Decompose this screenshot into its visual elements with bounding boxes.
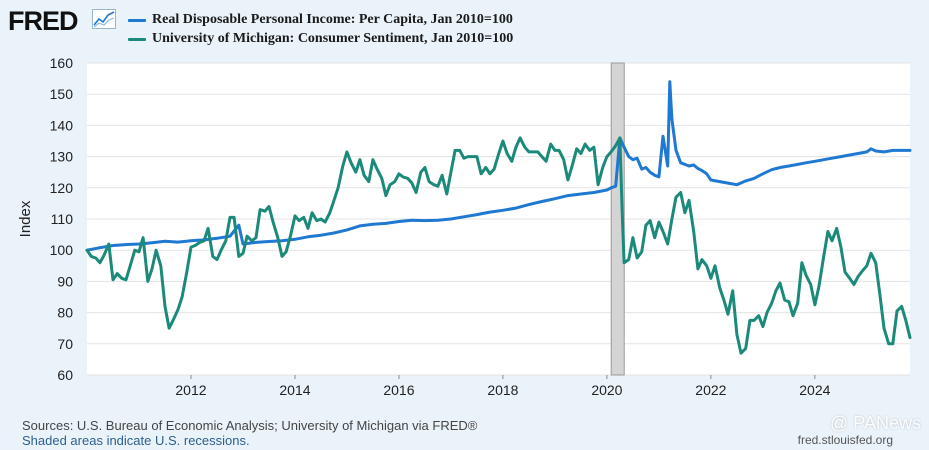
legend-label-income: Real Disposable Personal Income: Per Cap…: [152, 12, 513, 27]
legend-swatch-sentiment: [128, 37, 146, 41]
series-layer: [85, 80, 912, 355]
watermark: @ PANews: [830, 413, 921, 433]
fred-url-link[interactable]: fred.stlouisfed.org: [797, 433, 893, 447]
y-tick-label: 150: [50, 86, 74, 102]
y-tick-label: 60: [57, 367, 73, 383]
x-tick-label: 2018: [487, 382, 518, 398]
y-tick-label: 80: [57, 305, 73, 321]
series-line-sentiment[interactable]: [85, 136, 912, 355]
y-tick-label: 140: [50, 117, 74, 133]
axes: 60 70 80 90 100 110 120 130 140 150 160 2012 2014 201…: [17, 55, 831, 398]
recession-note[interactable]: Shaded areas indicate U.S. recessions.: [22, 433, 250, 448]
y-tick-label: 160: [50, 55, 74, 71]
y-tick-label: 110: [51, 211, 74, 227]
y-axis-label: Index: [17, 200, 34, 237]
gridlines: [87, 62, 910, 376]
x-tick-label: 2012: [175, 382, 206, 398]
y-tick-label: 120: [50, 180, 74, 196]
x-tick-label: 2024: [799, 382, 830, 398]
y-tick-label: 70: [57, 336, 73, 352]
x-tick-label: 2022: [695, 382, 726, 398]
x-tick-label: 2020: [591, 382, 622, 398]
legend-label-sentiment: University of Michigan: Consumer Sentime…: [152, 31, 514, 46]
y-tick-label: 90: [57, 273, 73, 289]
series-line-income[interactable]: [85, 80, 912, 252]
line-chart[interactable]: 60 70 80 90 100 110 120 130 140 150 160 2012 2014 201…: [0, 0, 929, 410]
x-tick-label: 2016: [383, 382, 414, 398]
legend-item-sentiment[interactable]: University of Michigan: Consumer Sentime…: [128, 30, 513, 48]
y-tick-label: 100: [50, 242, 74, 258]
x-tick-label: 2014: [279, 382, 310, 398]
y-tick-label: 130: [50, 149, 74, 165]
trend-line-icon: [92, 9, 116, 29]
sources-note: Sources: U.S. Bureau of Economic Analysi…: [22, 418, 478, 433]
legend-item-income[interactable]: Real Disposable Personal Income: Per Cap…: [128, 11, 513, 29]
legend-swatch-income: [128, 18, 146, 22]
fred-logo[interactable]: FRED: [8, 6, 78, 36]
